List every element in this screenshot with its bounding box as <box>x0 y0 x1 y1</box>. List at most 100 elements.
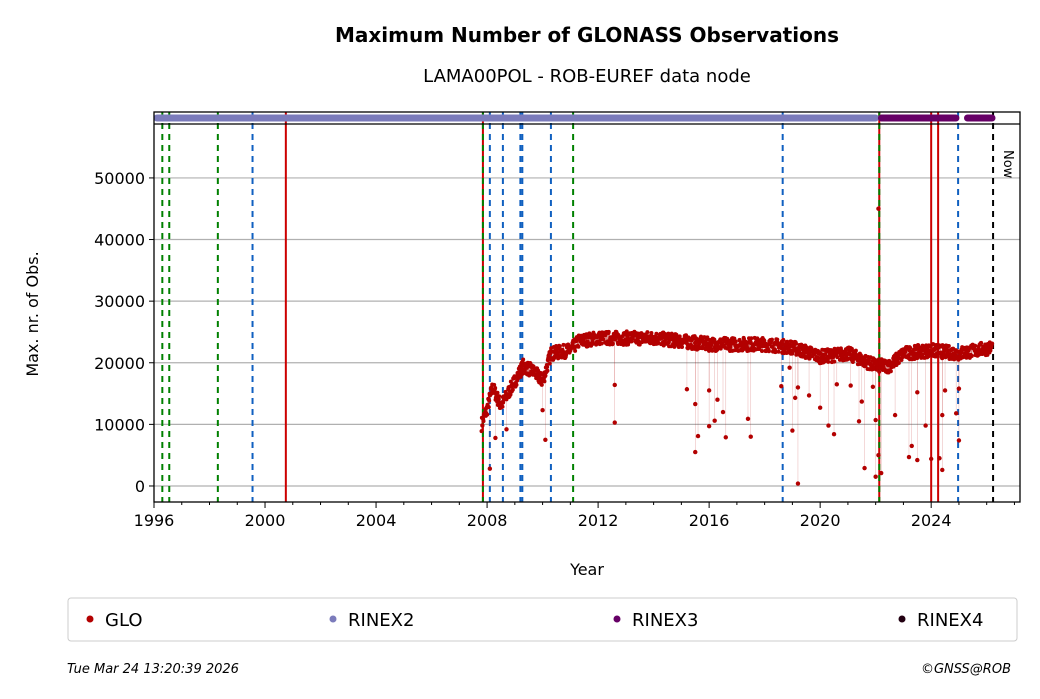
glo-outlier-point <box>909 443 914 449</box>
plot-frame <box>153 111 1021 503</box>
legend <box>67 597 1018 642</box>
glo-point <box>542 379 547 384</box>
glo-outlier-point <box>795 385 801 390</box>
glo-point <box>666 331 671 336</box>
glo-point <box>508 392 513 397</box>
glo-point <box>538 370 543 375</box>
glo-point <box>776 349 781 354</box>
glo-point <box>899 358 904 363</box>
glo-point <box>497 394 502 399</box>
glo-outlier-point <box>928 456 934 462</box>
glo-point <box>480 423 485 428</box>
glo-outlier-point <box>493 435 498 441</box>
glo-outlier-point <box>956 386 962 391</box>
glo-point <box>629 339 634 344</box>
glo-point <box>680 345 685 350</box>
y-tick-label: 30000 <box>94 292 145 311</box>
glo-point <box>979 340 984 345</box>
glo-outlier-point <box>831 432 837 437</box>
glo-point <box>486 405 491 410</box>
glo-point <box>573 348 578 353</box>
glo-point <box>785 339 790 344</box>
glo-outlier-point <box>695 433 701 439</box>
glo-point <box>733 339 738 344</box>
glo-point <box>500 404 505 409</box>
glo-point <box>543 373 548 378</box>
glo-outlier-point <box>612 420 617 425</box>
glo-outlier-point <box>953 411 959 416</box>
footer-credit: ©GNSS@ROB <box>921 662 1011 677</box>
glo-point <box>660 336 665 341</box>
glo-point <box>689 342 694 347</box>
x-tick-label: 2000 <box>245 511 286 530</box>
glo-point <box>888 369 893 374</box>
glo-outlier-point <box>487 466 493 471</box>
glo-point <box>599 341 604 346</box>
glo-outlier-point <box>795 481 801 486</box>
glo-point <box>487 398 492 403</box>
glo-point <box>759 349 764 354</box>
glo-outlier-point <box>543 437 548 442</box>
x-tick-label: 2012 <box>578 511 619 530</box>
glo-outlier-point <box>923 423 928 428</box>
glo-point <box>728 345 733 350</box>
glo-outlier-point <box>706 424 712 429</box>
chart-subtitle: LAMA00POL - ROB-EUREF data node <box>423 66 751 87</box>
glo-outlier-point <box>706 388 712 393</box>
glo-outlier-point <box>806 393 812 398</box>
glo-outlier-point <box>790 428 795 433</box>
y-tick-label: 20000 <box>94 354 145 373</box>
glo-point <box>877 369 882 374</box>
glo-point <box>677 334 682 339</box>
glo-point <box>645 330 650 335</box>
glo-point <box>613 337 618 342</box>
glo-outlier-point <box>787 365 792 370</box>
glo-point <box>710 348 715 353</box>
glo-point <box>547 361 552 366</box>
y-tick-label: 50000 <box>94 169 145 188</box>
glo-outlier-point <box>940 467 945 473</box>
glo-point <box>637 342 642 347</box>
glo-point <box>672 344 677 349</box>
x-tick-label: 2008 <box>467 511 508 530</box>
glo-point <box>492 382 497 387</box>
glo-outlier-point <box>504 427 509 432</box>
glo-point <box>807 356 812 361</box>
glo-outlier-point <box>873 417 878 423</box>
legend-label-rinex4: RINEX4 <box>917 610 983 631</box>
glo-outlier-point <box>723 435 728 440</box>
x-axis-label: Year <box>569 560 604 579</box>
glo-outlier-point <box>879 470 884 476</box>
x-tick-label: 1996 <box>134 511 175 530</box>
glo-point <box>606 329 611 334</box>
glo-outlier-point <box>937 456 942 461</box>
glo-outlier-point <box>915 390 920 395</box>
glo-outlier-point <box>940 412 945 418</box>
glo-outlier-point <box>876 452 881 458</box>
glo-point <box>903 350 908 355</box>
glo-point <box>793 341 798 346</box>
glo-point <box>674 332 679 337</box>
glo-point <box>769 337 774 342</box>
glo-outlier-point <box>712 418 717 423</box>
glo-outlier-point <box>720 409 726 415</box>
legend-marker-rinex2 <box>329 615 337 623</box>
glo-outlier-point <box>856 419 862 424</box>
glo-outlier-point <box>834 382 840 387</box>
glo-outlier-point <box>876 206 881 211</box>
glo-point <box>481 419 486 424</box>
glo-point <box>835 355 840 360</box>
glo-point <box>520 372 525 377</box>
glo-outlier-point <box>745 416 751 422</box>
glo-point <box>940 356 945 361</box>
y-tick-label: 0 <box>135 477 145 496</box>
glo-point <box>773 349 778 354</box>
glo-point <box>705 335 710 340</box>
glo-outlier-point <box>956 438 962 443</box>
x-tick-label: 2020 <box>800 511 841 530</box>
glo-outlier-point <box>779 383 784 389</box>
glo-outlier-point <box>715 397 720 402</box>
glo-point <box>545 368 550 373</box>
glo-outlier-point <box>693 449 698 455</box>
glo-point <box>654 331 659 336</box>
